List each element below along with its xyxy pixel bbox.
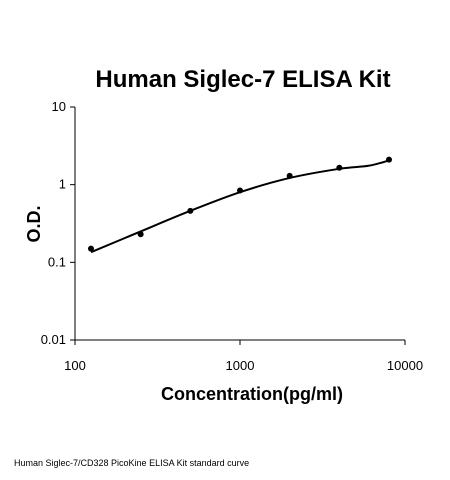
- x-tick-label: 1000: [226, 358, 255, 373]
- x-tick-label: 100: [64, 358, 86, 373]
- standard-curve-line: [90, 159, 390, 254]
- y-tick-label: 0.1: [48, 254, 66, 269]
- data-point: [386, 156, 393, 163]
- ticks: 0.01 0.1 1 10 100 1000 10000: [41, 99, 423, 373]
- data-point: [237, 187, 243, 194]
- axes: [74, 107, 405, 341]
- chart-title: Human Siglec-7 ELISA Kit: [95, 66, 390, 93]
- x-axis-label: Concentration(pg/ml): [161, 384, 343, 404]
- data-point: [187, 207, 194, 214]
- y-axis-label: O.D.: [24, 205, 44, 242]
- x-tick-label: 10000: [387, 358, 423, 373]
- y-tick-label: 0.01: [41, 332, 66, 347]
- figure-caption: Human Siglec-7/CD328 PicoKine ELISA Kit …: [14, 458, 250, 468]
- y-tick-label: 10: [52, 99, 66, 114]
- y-tick-label: 1: [59, 177, 66, 192]
- series: [87, 156, 393, 254]
- data-point: [137, 231, 144, 238]
- data-point: [87, 245, 94, 252]
- elisa-chart: Human Siglec-7 ELISA Kit 0.01 0.1 1 10 100 10…: [24, 66, 423, 404]
- data-point: [336, 164, 343, 171]
- data-point: [286, 172, 293, 179]
